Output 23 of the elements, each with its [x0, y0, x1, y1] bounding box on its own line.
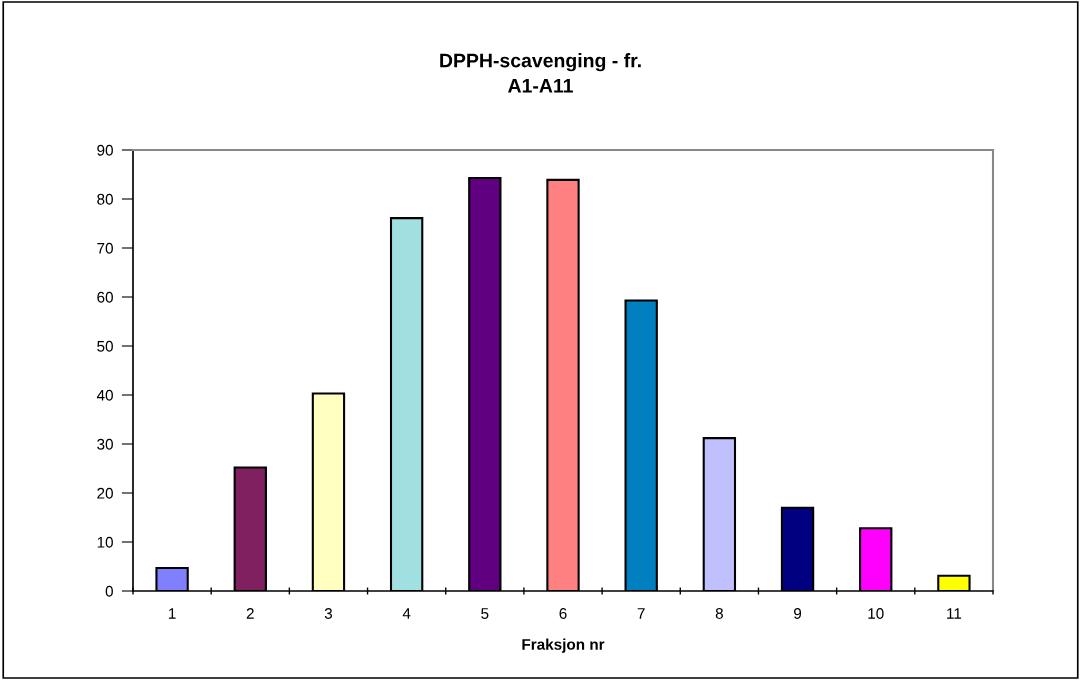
x-tick-label: 7 [637, 608, 645, 619]
y-tick-label: 20 [97, 487, 113, 499]
y-tick-label: 90 [97, 144, 113, 156]
y-tick-label: 50 [97, 340, 113, 352]
y-tick-label: 0 [105, 585, 113, 597]
x-tick-label: 3 [324, 608, 333, 619]
x-tick-label: 4 [402, 608, 411, 619]
x-tick-label: 8 [715, 608, 723, 619]
y-tick-label: 40 [96, 389, 113, 401]
chart-title: DPPH-scavenging - fr. A1-A11 [440, 53, 641, 93]
x-tick-label: 2 [246, 608, 254, 619]
x-tick-label: 6 [559, 608, 567, 619]
y-tick-label: 60 [97, 291, 113, 303]
x-tick-label: 11 [947, 608, 962, 619]
x-axis-title: Fraksjon nr [522, 638, 605, 653]
x-tick-label: 1 [169, 608, 176, 619]
y-tick-label: 80 [97, 193, 113, 205]
y-tick-label: 70 [97, 242, 113, 254]
y-tick-label: 30 [97, 438, 113, 450]
x-tick-label: 5 [481, 608, 489, 619]
x-tick-label: 10 [868, 608, 884, 619]
x-tick-label: 9 [794, 608, 802, 619]
y-tick-label: 10 [97, 536, 113, 548]
